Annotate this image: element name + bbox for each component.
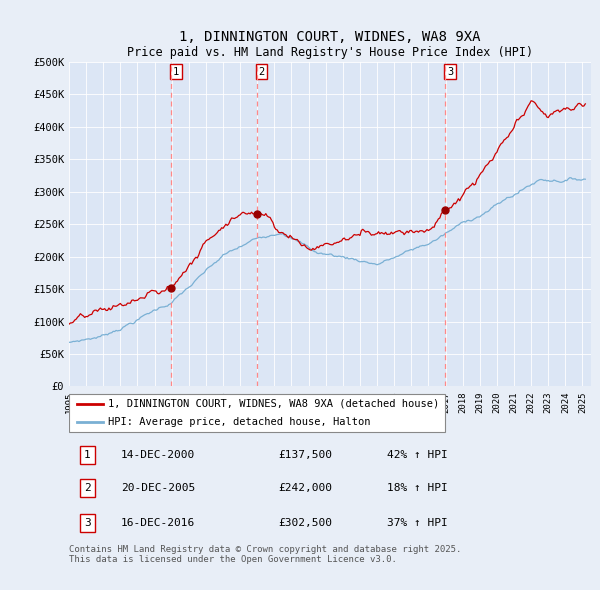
Text: 14-DEC-2000: 14-DEC-2000 xyxy=(121,450,196,460)
Text: 1: 1 xyxy=(84,450,91,460)
Text: £302,500: £302,500 xyxy=(278,519,332,528)
Text: 1, DINNINGTON COURT, WIDNES, WA8 9XA: 1, DINNINGTON COURT, WIDNES, WA8 9XA xyxy=(179,30,481,44)
Text: 18% ↑ HPI: 18% ↑ HPI xyxy=(388,483,448,493)
Text: 3: 3 xyxy=(447,67,453,77)
Text: 1: 1 xyxy=(173,67,179,77)
Text: 2: 2 xyxy=(259,67,265,77)
Text: £242,000: £242,000 xyxy=(278,483,332,493)
Text: £137,500: £137,500 xyxy=(278,450,332,460)
Text: Price paid vs. HM Land Registry's House Price Index (HPI): Price paid vs. HM Land Registry's House … xyxy=(127,46,533,59)
Text: 20-DEC-2005: 20-DEC-2005 xyxy=(121,483,196,493)
FancyBboxPatch shape xyxy=(69,394,445,432)
Text: 42% ↑ HPI: 42% ↑ HPI xyxy=(388,450,448,460)
Text: HPI: Average price, detached house, Halton: HPI: Average price, detached house, Halt… xyxy=(108,418,371,428)
Text: 16-DEC-2016: 16-DEC-2016 xyxy=(121,519,196,528)
Text: 37% ↑ HPI: 37% ↑ HPI xyxy=(388,519,448,528)
Text: 1, DINNINGTON COURT, WIDNES, WA8 9XA (detached house): 1, DINNINGTON COURT, WIDNES, WA8 9XA (de… xyxy=(108,398,439,408)
Text: 3: 3 xyxy=(84,519,91,528)
Text: Contains HM Land Registry data © Crown copyright and database right 2025.
This d: Contains HM Land Registry data © Crown c… xyxy=(69,545,461,565)
Text: 2: 2 xyxy=(84,483,91,493)
